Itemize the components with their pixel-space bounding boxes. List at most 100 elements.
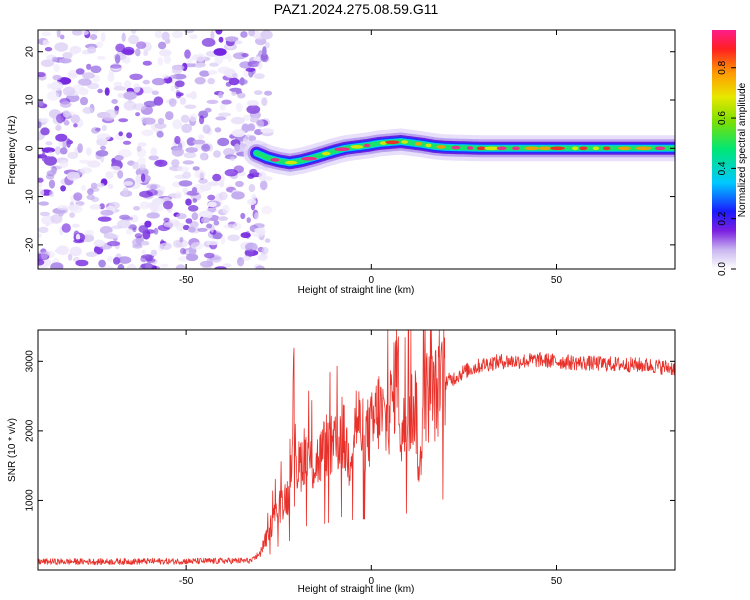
noise-speckle — [245, 242, 258, 252]
noise-speckle — [137, 142, 147, 147]
noise-speckle — [139, 201, 150, 210]
noise-speckle — [123, 80, 132, 89]
snr-x-tick-label: 50 — [551, 576, 563, 587]
noise-speckle — [84, 229, 94, 236]
noise-speckle — [259, 180, 268, 191]
noise-speckle — [222, 204, 230, 214]
noise-speckle — [77, 143, 83, 154]
noise-speckle — [218, 112, 231, 117]
noise-speckle — [68, 111, 75, 116]
noise-speckle — [90, 182, 98, 189]
noise-speckle — [217, 137, 230, 147]
noise-speckle — [159, 242, 172, 250]
colorbar-tick-label: 0.0 — [717, 262, 728, 276]
noise-speckle — [232, 72, 238, 79]
noise-speckle — [154, 30, 163, 39]
noise-speckle — [40, 59, 55, 67]
noise-speckle — [230, 116, 245, 125]
noise-speckle — [40, 127, 50, 136]
noise-speckle — [248, 135, 257, 142]
noise-speckle — [89, 204, 101, 210]
noise-speckle — [96, 182, 105, 188]
noise-speckle — [241, 53, 249, 58]
noise-speckle — [50, 262, 64, 269]
noise-speckle — [224, 148, 237, 154]
noise-speckle — [70, 114, 80, 124]
noise-speckle — [133, 206, 141, 211]
noise-speckle — [38, 201, 49, 206]
noise-speckle — [210, 30, 215, 40]
noise-speckle — [132, 103, 147, 111]
noise-speckle — [122, 140, 132, 145]
noise-speckle — [260, 128, 274, 134]
noise-speckle — [142, 60, 152, 66]
ridge-hotspot — [379, 141, 387, 145]
noise-speckle — [135, 48, 141, 57]
noise-speckle — [86, 63, 92, 70]
noise-speckle — [95, 150, 109, 157]
noise-speckle — [223, 224, 237, 229]
noise-speckle — [138, 225, 148, 234]
noise-speckle — [162, 74, 170, 79]
noise-speckle — [260, 30, 273, 40]
noise-speckle — [113, 86, 127, 91]
noise-speckle — [38, 121, 42, 129]
snr-y-tick-label: 3000 — [25, 350, 36, 373]
noise-speckle — [50, 167, 57, 176]
noise-speckle — [38, 188, 45, 197]
noise-speckle — [114, 105, 120, 111]
noise-speckle — [132, 227, 137, 233]
noise-speckle — [56, 204, 69, 211]
noise-speckle — [85, 251, 98, 257]
noise-speckle — [54, 248, 67, 254]
noise-speckle — [206, 181, 220, 187]
noise-speckle — [187, 205, 199, 212]
noise-speckle — [78, 78, 92, 86]
noise-speckle — [121, 32, 126, 42]
snr-x-tick-label: 0 — [369, 576, 375, 587]
noise-speckle — [225, 36, 239, 42]
noise-speckle — [176, 166, 190, 172]
noise-speckle — [192, 166, 200, 171]
noise-speckle — [96, 55, 106, 61]
noise-speckle — [237, 78, 248, 85]
snr-panel: -50 0 50 1000 2000 3000 Height of straight l… — [7, 329, 676, 595]
noise-speckle — [254, 227, 263, 234]
snr-x-label: Height of straight line (km) — [298, 584, 415, 595]
colorbar-tick-label: 0.4 — [717, 161, 728, 175]
noise-speckle — [219, 103, 226, 111]
noise-speckle — [258, 62, 263, 70]
noise-speckle — [82, 72, 95, 79]
noise-speckle — [103, 116, 114, 121]
ridge-hotspot — [301, 156, 317, 161]
noise-speckle — [182, 160, 195, 165]
noise-speckle — [214, 127, 222, 133]
noise-speckle — [97, 88, 103, 94]
noise-speckle — [192, 139, 206, 145]
noise-speckle — [71, 223, 80, 228]
spectrogram-panel: -50 0 50 -20 -10 0 10 20 Height of straight li… — [7, 29, 676, 296]
noise-speckle — [63, 120, 70, 126]
noise-speckle — [61, 223, 71, 233]
colorbar-gradient — [712, 30, 736, 269]
noise-speckle — [101, 124, 107, 131]
noise-speckle — [198, 134, 205, 140]
noise-speckle — [227, 234, 240, 242]
snr-series — [38, 330, 675, 566]
noise-speckle — [69, 46, 82, 54]
noise-speckle — [171, 159, 180, 167]
noise-speckle — [215, 30, 223, 35]
noise-speckle — [107, 72, 115, 82]
noise-speckle — [50, 81, 64, 92]
noise-speckle — [75, 68, 85, 75]
noise-speckle — [245, 67, 256, 72]
noise-speckle — [79, 159, 91, 164]
noise-speckle — [146, 189, 158, 196]
noise-speckle — [54, 42, 69, 52]
noise-speckle — [184, 49, 191, 59]
noise-speckle — [129, 73, 143, 81]
noise-speckle — [202, 124, 211, 134]
noise-speckle — [201, 37, 216, 47]
noise-speckle — [100, 32, 106, 42]
noise-speckle — [192, 198, 198, 203]
